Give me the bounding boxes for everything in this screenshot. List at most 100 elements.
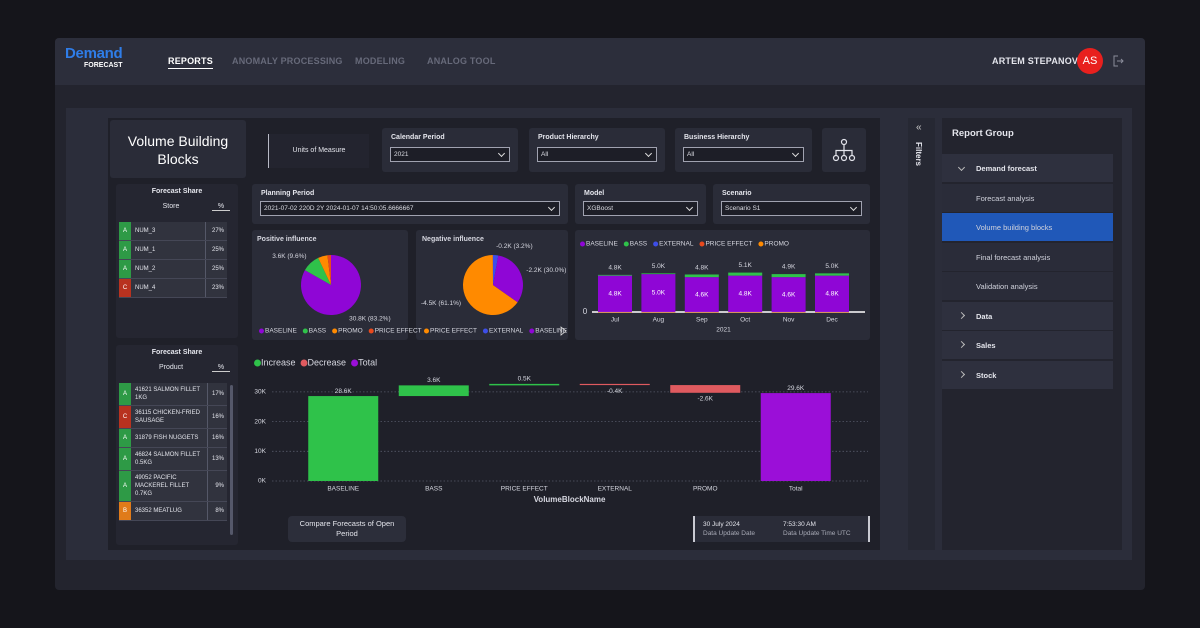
table-row: A 31879 FISH NUGGETS 16% [119,429,227,448]
table-row: C NUM_4 23% [119,279,227,298]
filter-select[interactable]: All [683,147,804,162]
column-header: % [212,364,230,372]
report-group-item[interactable]: Final forecast analysis [942,242,1113,271]
units-button[interactable]: Units of Measure [268,134,369,168]
update-date: 30 July 2024 [703,521,740,528]
chevron [957,370,966,378]
item-label: Demand forecast [976,164,1037,173]
user-name: ARTEM STEPANOV [992,56,1079,66]
pct-cell: 25% [211,266,224,272]
filter-select[interactable]: XGBoost [583,201,698,216]
filter-select[interactable]: 2021 [390,147,510,162]
column-header: % [212,203,230,211]
class-cell: C [119,279,131,297]
nav-item[interactable]: REPORTS [168,56,213,69]
report-title: Volume Building Blocks [127,133,229,167]
filter-label: Calendar Period [391,134,445,141]
table-title: Forecast Share [151,349,203,356]
chevron [957,311,966,319]
pct-cell: 17% [211,391,224,397]
table-body: A NUM_3 27% A NUM_1 25% A NUM_2 25% C NUM_4 23% [119,222,227,298]
item-label: Data [976,311,993,321]
filters-pane[interactable]: « Filters [908,118,935,550]
item-label: Volume building blocks [976,223,1053,232]
table-row: A 46824 SALMON FILLET 0.5KG 13% [119,448,227,471]
filter-card: Scenario Scenario S1 [713,184,870,224]
class-cell: A [119,260,131,278]
filter-label: Model [584,190,605,197]
report-group-item[interactable]: Demand forecast [942,154,1113,182]
nav-item[interactable]: MODELING [355,56,406,66]
table-row: A 49052 PACIFIC MACKEREL FILLET 0.7KG 9% [119,471,227,502]
column-header: Product [158,364,184,371]
waterfall-card [252,352,870,512]
item-label: Stock [976,370,997,380]
positive-card [252,230,408,340]
class-cell: C [119,406,131,428]
class-cell: B [119,502,131,520]
class-cell: A [119,241,131,259]
filter-card: Model XGBoost [575,184,706,224]
name-cell: NUM_2 [131,260,206,278]
filter-select[interactable]: All [537,147,657,162]
table-row: C 36115 CHICKEN-FRIED SAUSAGE 16% [119,406,227,429]
chevron [644,149,653,158]
filter-card: Product Hierarchy All [529,128,665,172]
table-row: A NUM_3 27% [119,222,227,241]
nav-item[interactable]: ANALOG TOOL [427,56,496,66]
top-bar [55,38,1145,85]
filters-label: Filters [914,142,923,167]
name-cell: 31879 FISH NUGGETS [131,429,208,447]
chevron [957,340,966,349]
table-title: Forecast Share [151,188,203,195]
logout-icon[interactable] [1112,55,1124,67]
nav-item[interactable]: ANOMALY PROCESSING [232,56,343,66]
report-group-item[interactable]: Forecast analysis [942,183,1113,212]
title-card: Volume Building Blocks [110,120,246,178]
class-cell: A [119,471,131,501]
chevron [849,203,858,212]
table-row: A NUM_2 25% [119,260,227,279]
logo[interactable]: Demand [65,45,123,62]
item-label: Validation analysis [976,282,1038,291]
class-cell: A [119,383,131,405]
class-cell: A [119,222,131,240]
name-cell: NUM_1 [131,241,206,259]
name-cell: 46824 SALMON FILLET 0.5KG [131,448,208,470]
filter-card: Planning Period 2021-07-02 220D 2Y 2024-0… [252,184,568,224]
item-label: Sales [976,341,996,350]
store-share-card: Forecast Share Store% A NUM_3 27% A NUM_1 25% A N… [116,184,238,338]
update-info: 30 July 2024 Data Update Date 7:53:30 AM… [693,516,870,542]
scrollbar [230,385,233,535]
report-group-title: Report Group [952,128,1014,139]
name-cell: NUM_4 [131,279,206,297]
monthly-card [575,230,870,340]
chevron [685,203,694,212]
filter-label: Business Hierarchy [684,134,750,141]
filter-card: Business Hierarchy All [675,128,812,172]
report-group-item[interactable]: Volume building blocks [942,213,1113,241]
update-date-label: Data Update Date [703,530,756,537]
report-group-item[interactable]: Data [942,301,1113,330]
report-group-item[interactable]: Stock [942,360,1113,389]
pct-cell: 16% [211,414,224,420]
name-cell: 36115 CHICKEN-FRIED SAUSAGE [131,406,208,428]
filter-select[interactable]: Scenario S1 [721,201,862,216]
hierarchy-button[interactable] [822,128,866,172]
pct-cell: 9% [215,483,224,489]
report-group-item[interactable]: Validation analysis [942,272,1113,300]
report-group-item[interactable]: Sales [942,331,1113,359]
avatar[interactable]: AS [1077,48,1103,74]
logo-sub: FORECAST [84,62,123,69]
compare-button[interactable]: Compare Forecasts of Open Period [288,516,406,542]
collapse-icon[interactable]: « [916,122,922,133]
chevron [497,149,506,158]
pct-cell: 16% [211,435,224,441]
product-share-card: Forecast Share Product% A 41621 SALMON FILL… [116,345,238,545]
item-label: Forecast analysis [976,193,1035,203]
table-row: A 41621 SALMON FILLET 1KG 17% [119,383,227,406]
item-label: Final forecast analysis [976,252,1051,262]
filter-label: Planning Period [261,190,315,197]
filter-card: Calendar Period 2021 [382,128,518,172]
filter-select[interactable]: 2021-07-02 220D 2Y 2024-01-07 14:50:05.6… [260,201,560,216]
